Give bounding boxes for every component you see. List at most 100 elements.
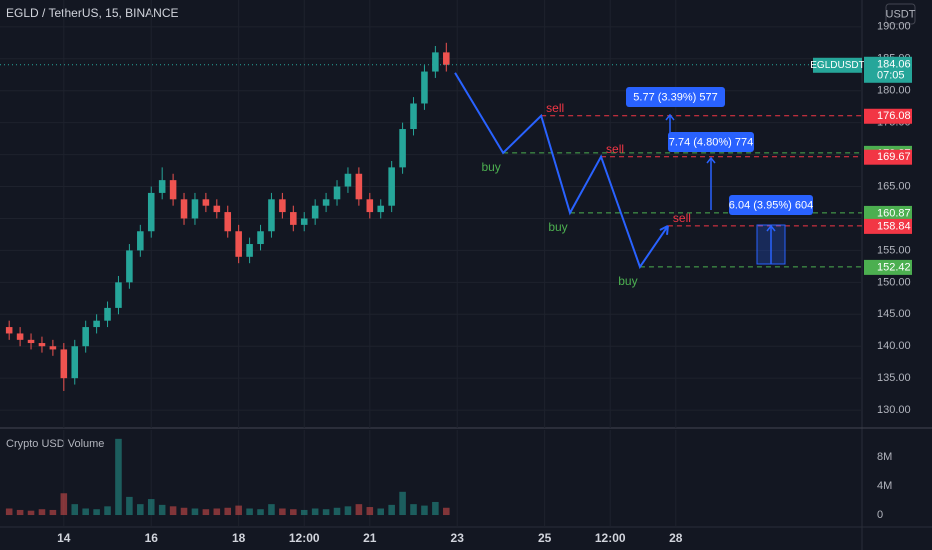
volume-bar: [443, 507, 450, 516]
candle-body: [366, 199, 374, 213]
level-label: 176.08: [877, 110, 911, 122]
volume-bar: [399, 491, 406, 516]
candle-body: [49, 346, 57, 350]
volume-bar: [432, 501, 439, 516]
candle-body: [311, 205, 319, 219]
candle-body: [257, 231, 264, 245]
volume-bar: [93, 509, 100, 516]
signal-label: buy: [548, 220, 567, 234]
signal-label: sell: [606, 142, 624, 156]
candle-body: [421, 71, 428, 104]
volume-title: Crypto USD Volume: [6, 438, 104, 450]
candle-body: [104, 307, 111, 321]
level-box: [864, 205, 912, 221]
zigzag: [454, 72, 669, 270]
candle-body: [246, 244, 253, 257]
volume-bar: [104, 506, 111, 516]
y-tick-label: 130.00: [877, 404, 911, 416]
volume-bar: [169, 506, 177, 516]
volume-bar: [257, 509, 264, 516]
candle-body: [300, 218, 308, 225]
candle-body: [322, 199, 330, 206]
volume-bar: [27, 510, 35, 516]
candle-body: [16, 333, 24, 340]
zigzag-arrowhead: [659, 224, 669, 235]
candle-body: [158, 180, 166, 193]
signal-label: sell: [673, 211, 691, 225]
volume-bar: [213, 508, 221, 516]
volume-bar: [290, 509, 297, 516]
measure-label: 5.77 (3.39%) 577: [633, 91, 717, 103]
candle-body: [191, 199, 199, 219]
volume-bar: [71, 504, 79, 516]
candle-body: [290, 212, 297, 225]
candle-body: [93, 320, 100, 328]
signal-label: sell: [546, 101, 564, 115]
volume-bar: [311, 508, 319, 516]
volume-bar: [126, 496, 133, 516]
volume-bar: [137, 504, 144, 516]
candle-body: [169, 180, 177, 200]
last-price-label: 184.06: [877, 59, 911, 71]
volume-bar: [191, 508, 199, 516]
level-box: [864, 149, 912, 165]
y-tick-label: 190.00: [877, 21, 911, 33]
last-price-box: [864, 56, 912, 83]
volume-bar: [333, 507, 341, 516]
candle-body: [147, 192, 155, 232]
y-tick-label: 165.00: [877, 180, 911, 192]
x-tick-label: 16: [145, 531, 159, 545]
currency-box: [885, 3, 916, 25]
y-tick-label: 140.00: [877, 340, 911, 352]
candle-body: [71, 346, 79, 379]
volume-bar: [5, 508, 13, 516]
level-label: 152.42: [877, 261, 911, 273]
volume-bar: [16, 509, 24, 516]
candle-body: [27, 339, 35, 344]
candle-body: [388, 167, 395, 206]
measure-box: [626, 87, 725, 107]
candle-body: [355, 173, 363, 200]
candle-body: [410, 103, 417, 130]
x-tick-label: 18: [232, 531, 246, 545]
volume-bar: [410, 504, 417, 516]
volume-bar: [235, 505, 242, 516]
y-tick-label: 155.00: [877, 244, 911, 256]
candle-body: [137, 231, 144, 251]
volume-bar: [60, 493, 68, 516]
candle-body: [82, 327, 89, 347]
candle-body: [115, 282, 122, 308]
candle-body: [279, 199, 286, 213]
volume-tick-label: 4M: [877, 480, 892, 492]
symbol-label: EGLDUSDT: [810, 60, 864, 71]
level-box: [864, 218, 912, 234]
volume-bar: [344, 506, 352, 516]
measure-label: 6.04 (3.95%) 604: [729, 199, 813, 211]
candle-body: [235, 231, 242, 257]
volume-bar: [49, 509, 57, 516]
x-tick-label: 28: [669, 531, 683, 545]
volume-bar: [38, 509, 46, 516]
x-tick-label: 23: [451, 531, 465, 545]
candle-body: [377, 205, 385, 213]
candle-body: [333, 186, 341, 200]
volume-bar: [180, 507, 188, 516]
candle-body: [202, 199, 210, 206]
volume-bar: [279, 508, 286, 516]
volume-bar: [322, 509, 330, 516]
y-tick-label: 150.00: [877, 276, 911, 288]
candle-body: [224, 212, 232, 232]
candle-body: [180, 199, 188, 219]
measure-arrowhead: [665, 113, 675, 121]
countdown-label: 07:05: [877, 70, 905, 82]
x-tick-label: 12:00: [595, 531, 626, 545]
volume-bar: [115, 438, 122, 516]
volume-bar: [82, 508, 89, 516]
level-label: 169.67: [877, 151, 911, 163]
volume-bar: [147, 499, 155, 516]
candle-body: [126, 250, 133, 283]
signal-label: buy: [618, 274, 637, 288]
candle-body: [432, 52, 439, 72]
